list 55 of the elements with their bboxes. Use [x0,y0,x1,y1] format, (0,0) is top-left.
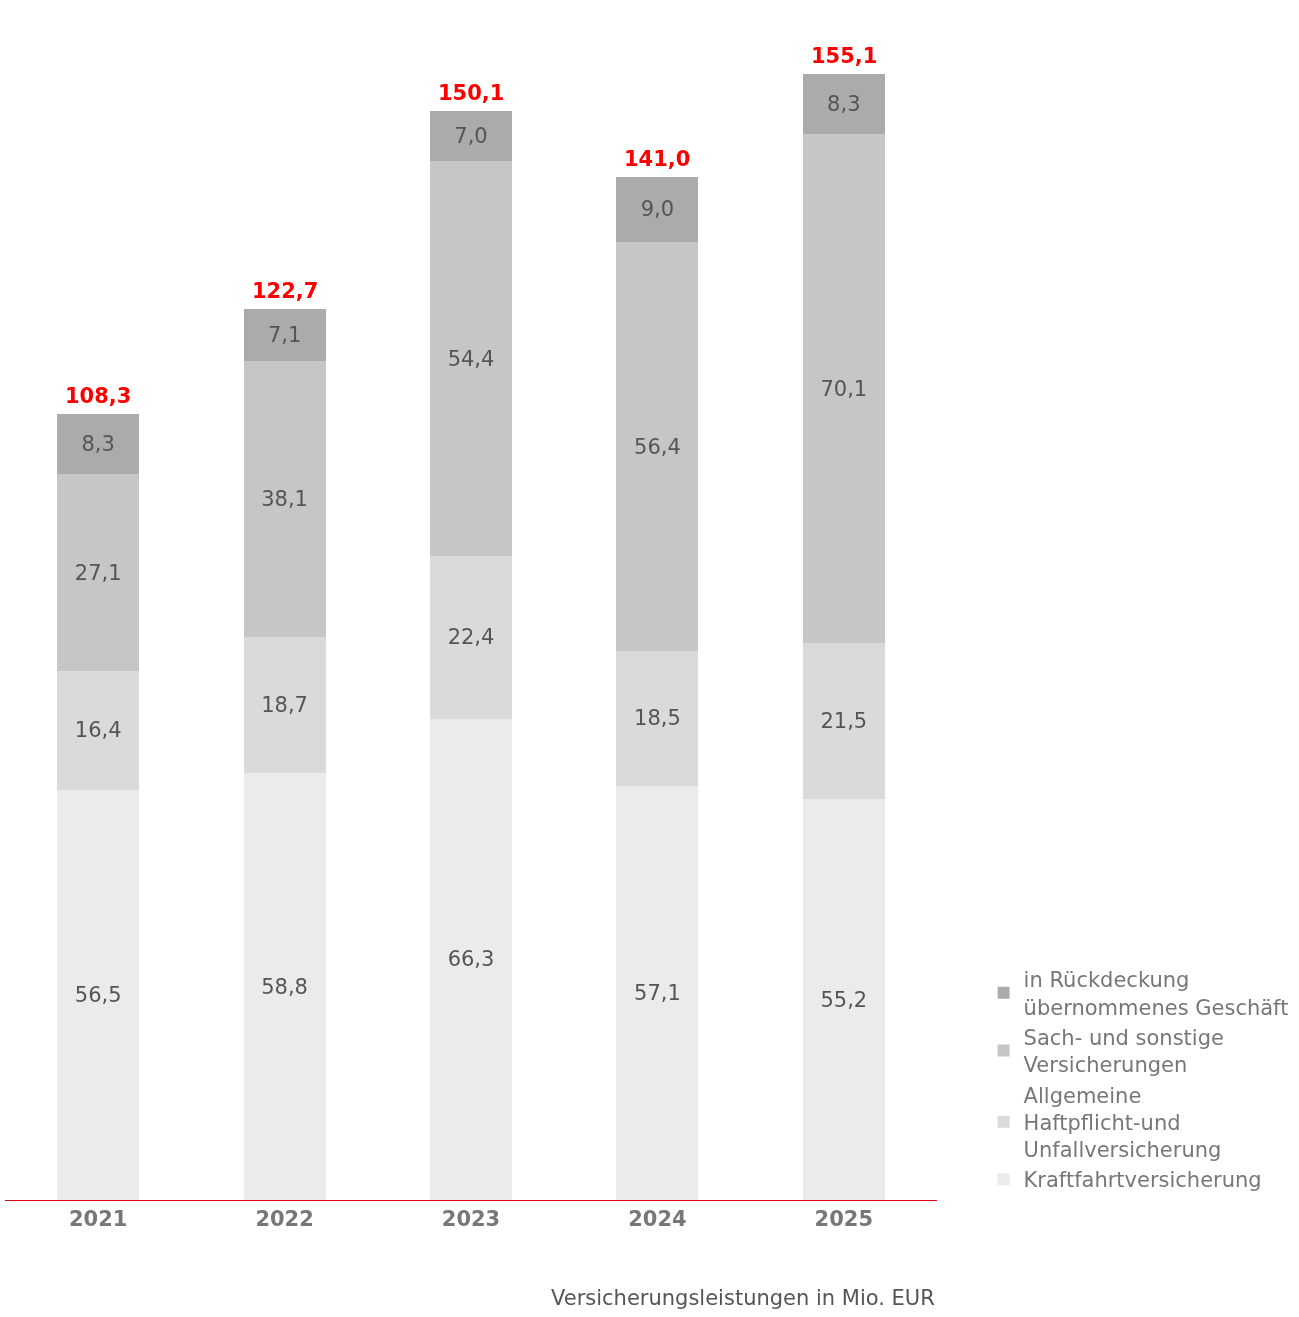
data-label: 55,2 [820,987,868,1012]
bar [802,74,885,135]
data-label: 9,0 [640,197,675,222]
total-label: 155,1 [811,44,878,68]
data-label: 27,1 [74,560,122,585]
x-tick-label: 2022 [255,1207,314,1232]
bar [802,799,885,1200]
bar [57,789,140,1200]
bar [616,176,699,242]
bar [429,161,513,557]
bar [616,785,699,1200]
data-label: 18,7 [261,693,308,718]
bar [243,360,326,638]
x-tick-label: 2024 [628,1207,687,1232]
bar [616,241,699,652]
x-tick-label: 2023 [441,1207,501,1232]
data-label: 56,4 [634,434,681,459]
data-label: 58,8 [261,974,308,999]
data-label: 56,5 [74,982,122,1007]
total-label: 108,3 [65,384,132,408]
data-label: 54,4 [447,346,495,371]
data-label: 38,1 [261,487,308,512]
total-label: 150,1 [438,81,505,105]
data-label: 18,5 [634,706,681,731]
bar [429,718,513,1200]
bar [429,110,513,162]
x-tick-label: 2021 [68,1207,128,1232]
data-label: 70,1 [820,376,868,401]
legend-label: Sach- und sonstige Versicherungen [1023,1025,1224,1078]
data-label: 8,3 [81,432,115,457]
legend-label: in Rückdeckung übernommenes Geschäft [1023,968,1289,1020]
bar [802,134,885,644]
bar [616,651,699,786]
x-tick-label: 2025 [814,1207,874,1232]
bar [243,773,326,1200]
data-label: 21,5 [820,709,868,734]
legend-label: Kraftfahrtversicherung [1023,1168,1262,1193]
x-axis-title: Versicherungsleistungen in Mio. EUR [551,1286,935,1310]
bar [429,556,513,719]
bar [57,670,140,790]
total-label: 122,7 [252,279,319,303]
bar [57,474,140,671]
legend-label: Allgemeine Haftpflicht-und Unfallversicherung [1023,1083,1222,1163]
bar [57,413,140,475]
data-label: 8,3 [827,92,861,117]
data-label: 22,4 [447,625,495,650]
bar [802,643,885,800]
data-label: 7,1 [267,323,302,348]
bar [243,637,326,774]
data-label: 7,0 [454,123,488,148]
data-label: 57,1 [634,980,681,1005]
data-label: 66,3 [447,947,495,972]
data-label: 16,4 [74,718,122,743]
bar [243,309,326,361]
total-label: 141,0 [624,147,691,171]
